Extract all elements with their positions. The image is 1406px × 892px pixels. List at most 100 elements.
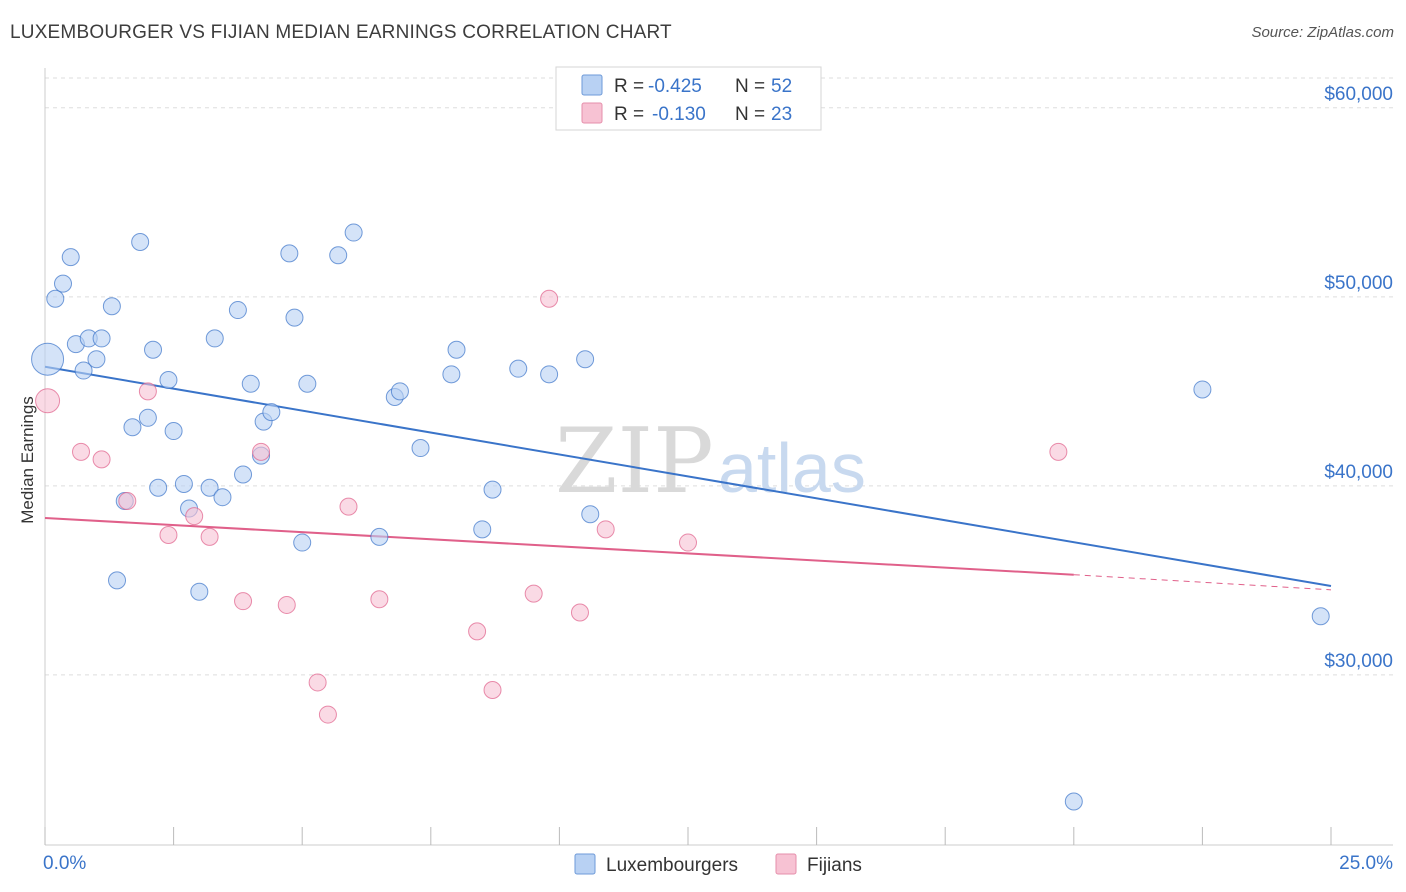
luxembourger-point <box>442 365 461 384</box>
luxembourger-point <box>74 361 93 380</box>
y-tick-label: $40,000 <box>1324 462 1393 483</box>
luxembourger-point <box>190 582 209 601</box>
stats-pink-r-label: R = <box>614 104 644 125</box>
luxembourger-point <box>473 520 492 539</box>
fijian-point <box>252 442 271 461</box>
fijian-point <box>524 584 543 603</box>
fijian-point <box>159 526 178 544</box>
luxembourger-point <box>213 488 232 507</box>
luxembourger-point <box>447 340 466 359</box>
luxembourger-point <box>228 301 247 320</box>
axes-layer: $30,000 $40,000 $50,000 $60,000 0.0% 25.0% <box>43 68 1393 874</box>
luxembourger-point <box>31 342 65 376</box>
fijian-point <box>308 673 327 692</box>
fijian-point <box>679 533 697 552</box>
y-tick-label: $50,000 <box>1324 273 1393 294</box>
fijian-point <box>35 388 61 414</box>
fijian-point <box>72 442 91 461</box>
stats-pink-n-value: 23 <box>771 104 792 125</box>
legend: Luxembourgers Fijians <box>574 853 862 876</box>
y-tick-label: $60,000 <box>1324 84 1393 105</box>
fijian-point <box>234 592 253 611</box>
luxembourger-point <box>241 374 260 393</box>
legend-swatch-luxembourgers <box>574 853 596 875</box>
luxembourger-point <box>509 359 528 378</box>
y-axis-label: Median Earnings <box>18 396 37 524</box>
luxembourger-point <box>108 571 127 590</box>
luxembourger-point <box>390 382 409 401</box>
luxembourger-point <box>540 365 559 384</box>
luxembourger-point <box>200 478 219 497</box>
luxembourger-point <box>581 505 600 524</box>
luxembourger-point <box>344 223 363 242</box>
stats-pink-n-label: N = <box>735 104 765 125</box>
fijian-point <box>277 595 296 614</box>
luxembourger-point <box>483 480 502 499</box>
luxembourger-point <box>123 418 142 437</box>
fijian-point <box>138 382 157 401</box>
stats-blue-n-label: N = <box>735 76 765 97</box>
luxembourger-point <box>280 244 299 263</box>
fijian-point <box>339 497 358 516</box>
points-layer <box>31 223 1330 811</box>
trend-line-fijians <box>44 516 1074 576</box>
fijian-point <box>370 590 389 609</box>
legend-label-fijians: Fijians <box>807 855 862 876</box>
luxembourger-point <box>285 308 304 327</box>
stats-blue-n-value: 52 <box>771 76 792 97</box>
y-tick-label: $30,000 <box>1324 651 1393 672</box>
chart-title: LUXEMBOURGER VS FIJIAN MEDIAN EARNINGS C… <box>10 22 672 43</box>
fijian-point <box>118 491 137 510</box>
fijian-point <box>596 520 615 539</box>
blue-swatch <box>581 74 603 96</box>
pink-swatch <box>581 102 603 124</box>
fijian-point <box>468 622 487 641</box>
luxembourger-point <box>370 527 389 546</box>
stats-blue-r-value: -0.425 <box>648 76 702 97</box>
luxembourger-point <box>298 374 317 393</box>
luxembourger-point <box>1064 792 1083 811</box>
luxembourger-point <box>149 478 168 497</box>
luxembourger-point <box>102 297 121 316</box>
trend-line-fijians-extension <box>1073 574 1332 591</box>
fijian-point <box>185 507 204 526</box>
luxembourger-point <box>164 422 183 441</box>
luxembourger-point <box>1311 607 1330 626</box>
luxembourger-point <box>293 533 312 552</box>
legend-label-luxembourgers: Luxembourgers <box>606 855 738 876</box>
x-tick-label: 25.0% <box>1339 853 1393 874</box>
luxembourger-point <box>131 233 150 252</box>
luxembourger-point <box>174 474 193 493</box>
fijian-point <box>1049 442 1068 461</box>
fijian-point <box>92 450 111 469</box>
stats-box: R = -0.425 N = 52 R = -0.130 N = 23 <box>555 66 822 131</box>
luxembourger-point <box>144 340 163 359</box>
luxembourger-point <box>87 350 106 369</box>
fijian-point <box>570 603 589 622</box>
luxembourger-point <box>138 408 157 427</box>
fijian-point <box>200 527 219 546</box>
luxembourger-point <box>234 465 253 484</box>
trend-layer <box>44 365 1332 591</box>
luxembourger-point <box>1193 380 1212 399</box>
luxembourger-point <box>329 246 348 265</box>
stats-pink-r-value: -0.130 <box>652 104 706 125</box>
luxembourger-point <box>576 350 595 369</box>
luxembourger-point <box>61 248 80 267</box>
fijian-point <box>540 289 559 308</box>
legend-swatch-fijians <box>775 853 797 875</box>
luxembourger-point <box>205 329 224 348</box>
luxembourger-point <box>262 403 281 422</box>
watermark-zip: ZIP <box>555 409 714 514</box>
luxembourger-point <box>92 329 111 348</box>
luxembourger-point <box>54 274 73 293</box>
luxembourger-point <box>411 439 430 458</box>
luxembourger-point <box>46 289 65 308</box>
stats-blue-r-label: R = <box>614 76 644 97</box>
watermark-atlas: atlas <box>718 429 866 507</box>
x-tick-label: 0.0% <box>43 853 86 874</box>
fijian-point <box>483 681 502 699</box>
fijian-point <box>318 705 337 724</box>
luxembourger-point <box>159 371 178 389</box>
